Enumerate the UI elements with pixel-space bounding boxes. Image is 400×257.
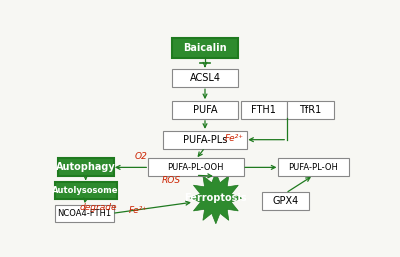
Text: Ferroptosis: Ferroptosis — [184, 193, 247, 203]
Text: ACSL4: ACSL4 — [190, 73, 220, 83]
Text: PUFA-PLs: PUFA-PLs — [183, 135, 227, 145]
FancyBboxPatch shape — [172, 69, 238, 87]
Text: Autolysosome: Autolysosome — [52, 186, 119, 195]
Text: PUFA: PUFA — [193, 105, 217, 115]
FancyBboxPatch shape — [241, 101, 287, 119]
Text: O2: O2 — [135, 152, 148, 161]
Text: Fe²⁺: Fe²⁺ — [129, 206, 148, 215]
Text: Baicalin: Baicalin — [183, 43, 227, 53]
Text: degrade: degrade — [79, 203, 117, 212]
Text: GPX4: GPX4 — [272, 196, 299, 206]
Text: NCOA4-FTH1: NCOA4-FTH1 — [57, 209, 111, 218]
FancyBboxPatch shape — [287, 101, 334, 119]
FancyBboxPatch shape — [55, 182, 117, 199]
Text: Fe²⁺: Fe²⁺ — [225, 134, 244, 143]
FancyBboxPatch shape — [172, 101, 238, 119]
Text: FTH1: FTH1 — [252, 105, 276, 115]
Text: ROS: ROS — [161, 176, 180, 185]
FancyBboxPatch shape — [163, 131, 247, 149]
Polygon shape — [190, 172, 242, 224]
FancyBboxPatch shape — [148, 159, 244, 176]
FancyBboxPatch shape — [58, 159, 114, 176]
FancyBboxPatch shape — [262, 192, 309, 210]
Text: PUFA-PL-OH: PUFA-PL-OH — [288, 163, 338, 172]
FancyBboxPatch shape — [172, 38, 238, 58]
Text: Autophagy: Autophagy — [56, 162, 116, 172]
Text: TfR1: TfR1 — [299, 105, 322, 115]
Text: PUFA-PL-OOH: PUFA-PL-OOH — [168, 163, 224, 172]
FancyBboxPatch shape — [278, 159, 349, 176]
FancyBboxPatch shape — [55, 205, 114, 222]
